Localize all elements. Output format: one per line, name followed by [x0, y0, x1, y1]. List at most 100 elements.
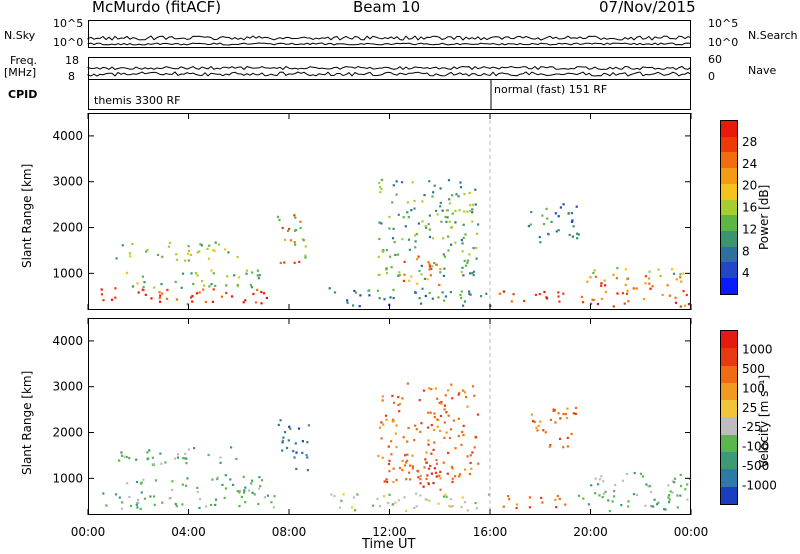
echo-cell [136, 282, 139, 285]
echo-cell [668, 294, 671, 297]
echo-cell [208, 244, 211, 247]
echo-cell [434, 471, 437, 474]
echo-cell [432, 428, 436, 431]
echo-cell [466, 259, 469, 262]
echo-cell [380, 178, 383, 181]
echo-cell [472, 274, 475, 277]
echo-cell [552, 409, 555, 412]
echo-cell [399, 402, 402, 405]
echo-cell [466, 261, 469, 264]
echo-cell [571, 235, 574, 238]
echo-cell [439, 477, 442, 480]
echo-cell [423, 194, 426, 197]
echo-cell [256, 269, 259, 272]
echo-cell [406, 459, 409, 462]
echo-cell [408, 471, 411, 474]
echo-cell [682, 272, 685, 275]
echo-cell [379, 505, 382, 508]
echo-cell [475, 257, 478, 260]
echo-cell [442, 237, 445, 240]
echo-cell [378, 221, 381, 224]
echo-cell [340, 499, 343, 502]
echo-cell [463, 210, 466, 213]
echo-cell [184, 259, 187, 262]
echo-cell [152, 463, 155, 466]
echo-cell [439, 429, 442, 432]
echo-cell [469, 272, 472, 275]
echo-cell [615, 277, 618, 280]
echo-cell [523, 299, 526, 303]
echo-cell [439, 470, 442, 473]
echo-cell [281, 439, 284, 442]
echo-cell [273, 495, 276, 498]
echo-cell [295, 451, 298, 454]
echo-cell [306, 441, 309, 444]
nsearch-tick-bottom: 10^0 [708, 36, 739, 49]
echo-cell [387, 502, 390, 505]
echo-cell [368, 294, 371, 297]
echo-cell [304, 256, 307, 259]
echo-cell [392, 227, 395, 230]
echo-cell [433, 467, 436, 470]
echo-cell [398, 271, 401, 274]
echo-cell [673, 477, 676, 480]
echo-cell [405, 509, 408, 512]
echo-cell [215, 498, 218, 501]
echo-cell [414, 246, 417, 249]
echo-cell [471, 272, 474, 275]
echo-cell [352, 496, 356, 499]
echo-cell [442, 253, 445, 256]
echo-cell [139, 482, 143, 485]
echo-cell [679, 273, 682, 276]
echo-cell [305, 454, 308, 457]
echo-cell [558, 300, 561, 303]
echo-cell [249, 283, 252, 287]
echo-cell [476, 413, 480, 416]
echo-cell [417, 222, 420, 225]
echo-cell [684, 488, 687, 491]
echo-cell [463, 501, 467, 504]
colorbar-segment [721, 121, 737, 137]
echo-cell [428, 180, 431, 183]
echo-cell [471, 208, 474, 211]
echo-cell [229, 478, 232, 481]
echo-cell [420, 273, 423, 276]
echo-cell [114, 287, 117, 290]
echo-cell [669, 490, 672, 493]
echo-cell [304, 245, 307, 248]
freq-unit: [MHz] [4, 66, 37, 79]
echo-cell [199, 243, 202, 246]
echo-cell [557, 215, 560, 218]
echo-cell [428, 214, 431, 217]
colorbar-tick-label: 1000 [742, 342, 773, 356]
velocity-colorbar [720, 330, 738, 505]
echo-cell [457, 417, 460, 420]
echo-cell [444, 215, 447, 219]
echo-cell [674, 301, 678, 304]
echo-cell [397, 395, 400, 399]
echo-cell [406, 211, 409, 214]
colorbar-segment [721, 417, 737, 435]
echo-cell [682, 290, 685, 293]
echo-cell [470, 467, 473, 470]
cpid-label: CPID [8, 88, 38, 101]
echo-cell [424, 498, 427, 501]
echo-cell [611, 500, 614, 503]
echo-cell [651, 285, 654, 288]
y-tick-label: 3000 [52, 380, 83, 394]
echo-cell [449, 498, 452, 501]
echo-cell [578, 494, 581, 497]
echo-cell [386, 480, 389, 484]
colorbar-segment [721, 348, 737, 366]
echo-cell [401, 238, 404, 241]
echo-cell [397, 213, 400, 216]
echo-cell [190, 296, 193, 299]
echo-cell [425, 477, 428, 480]
echo-cell [242, 475, 245, 478]
echo-cell [136, 506, 139, 509]
echo-cell [391, 394, 394, 397]
echo-cell [602, 492, 605, 495]
echo-cell [423, 466, 426, 469]
echo-cell [608, 510, 611, 513]
power-colorbar [720, 120, 738, 295]
